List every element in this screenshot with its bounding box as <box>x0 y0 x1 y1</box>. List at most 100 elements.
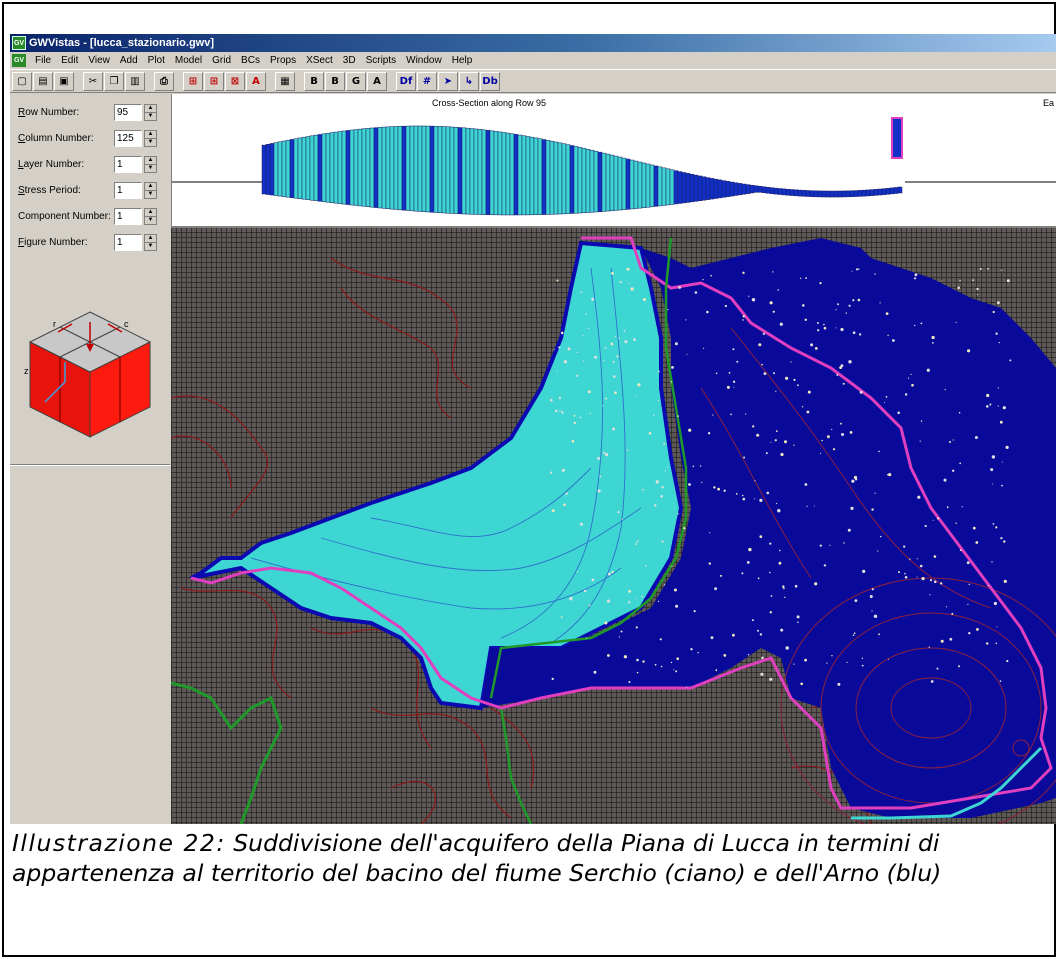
menu-scripts[interactable]: Scripts <box>365 55 397 66</box>
well-point <box>678 286 681 289</box>
grid-g-icon[interactable]: G <box>346 71 366 91</box>
well-point <box>936 667 939 670</box>
spin-down-icon[interactable]: ▼ <box>147 190 154 197</box>
bc-icon[interactable]: B <box>304 71 324 91</box>
menu-plot[interactable]: Plot <box>147 55 165 66</box>
cross-section-cell <box>353 129 359 206</box>
cross-section-cell <box>285 139 291 198</box>
cross-section-view[interactable]: Cross-Section along Row 95 Ea <box>171 94 1056 228</box>
menu-grid[interactable]: Grid <box>212 55 232 66</box>
field-value-input[interactable]: 1 <box>114 233 142 251</box>
bc-red-icon[interactable]: B <box>325 71 345 91</box>
menu-bcs[interactable]: BCs <box>241 55 260 66</box>
well-point <box>907 377 910 379</box>
well-point <box>995 332 998 335</box>
field-value-input[interactable]: 1 <box>114 155 142 173</box>
menu-window[interactable]: Window <box>406 55 442 66</box>
grid-add-icon[interactable]: ⊞ <box>204 71 224 91</box>
print-icon[interactable]: ⎙ <box>154 71 174 91</box>
spinner-control[interactable]: ▲ ▼ <box>144 155 157 173</box>
menu-edit[interactable]: Edit <box>61 55 79 66</box>
spin-up-icon[interactable]: ▲ <box>145 157 156 165</box>
well-point <box>628 601 631 604</box>
spin-up-icon[interactable]: ▲ <box>145 105 156 113</box>
cut-icon[interactable]: ✂ <box>83 71 103 91</box>
well-point <box>708 562 711 565</box>
field-value-input[interactable]: 1 <box>114 207 142 225</box>
menu-xsect[interactable]: XSect <box>306 55 333 66</box>
map-view[interactable] <box>171 228 1056 824</box>
cross-section-cell <box>877 188 883 196</box>
menu-3d[interactable]: 3D <box>342 55 356 66</box>
grid-view-icon[interactable]: ⊞ <box>183 71 203 91</box>
menu-props[interactable]: Props <box>269 55 297 66</box>
spinner-control[interactable]: ▲ ▼ <box>144 103 157 121</box>
well-point <box>648 432 652 435</box>
arrow-icon[interactable]: ➤ <box>438 71 458 91</box>
spinner-control[interactable]: ▲ ▼ <box>144 181 157 199</box>
grid-edit-icon[interactable]: ⊠ <box>225 71 245 91</box>
well-point <box>654 663 657 666</box>
spin-up-icon[interactable]: ▲ <box>145 183 156 191</box>
well-point <box>871 508 874 511</box>
spin-down-icon[interactable]: ▼ <box>147 216 154 223</box>
mesh-icon[interactable]: # <box>417 71 437 91</box>
cross-section-cell <box>873 189 879 196</box>
well-point <box>633 338 636 341</box>
well-point <box>621 518 624 520</box>
copy-icon[interactable]: ❐ <box>104 71 124 91</box>
menu-help[interactable]: Help <box>451 55 473 66</box>
document-menu-icon[interactable]: GV <box>12 54 26 67</box>
cross-section-cell <box>613 155 619 211</box>
well-point <box>713 486 716 489</box>
well-point <box>784 596 786 599</box>
attribute-icon[interactable]: A <box>367 71 387 91</box>
grid-text-icon[interactable]: A <box>246 71 266 91</box>
well-point <box>641 595 643 598</box>
cross-section-cell <box>321 133 327 202</box>
db-icon[interactable]: Db <box>480 71 500 91</box>
spin-down-icon[interactable]: ▼ <box>147 242 154 249</box>
well-point <box>558 346 561 349</box>
well-point <box>823 323 825 326</box>
well-point <box>551 677 554 681</box>
menu-file[interactable]: File <box>35 55 52 66</box>
cross-section-cell <box>689 174 695 203</box>
calculator-icon[interactable]: ▦ <box>275 71 295 91</box>
well-point <box>550 398 553 402</box>
well-point <box>992 310 995 314</box>
cross-section-cell <box>289 139 295 198</box>
define-icon[interactable]: Df <box>396 71 416 91</box>
spin-down-icon[interactable]: ▼ <box>147 164 154 171</box>
spin-up-icon[interactable]: ▲ <box>145 209 156 217</box>
menu-add[interactable]: Add <box>119 55 138 66</box>
spin-down-icon[interactable]: ▼ <box>147 112 154 119</box>
new-file-icon[interactable]: ▢ <box>12 71 32 91</box>
spin-up-icon[interactable]: ▲ <box>145 131 156 139</box>
field-value-input[interactable]: 1 <box>114 181 142 199</box>
spin-up-icon[interactable]: ▲ <box>145 235 156 243</box>
spinner-control[interactable]: ▲ ▼ <box>144 233 157 251</box>
cross-section-cell <box>537 138 543 215</box>
paste-icon[interactable]: ▥ <box>125 71 145 91</box>
menu-model[interactable]: Model <box>174 55 203 66</box>
field-value-input[interactable]: 95 <box>114 103 142 121</box>
well-point <box>879 302 881 304</box>
spinner-control[interactable]: ▲ ▼ <box>144 207 157 225</box>
menu-view[interactable]: View <box>88 55 110 66</box>
well-point <box>769 611 772 614</box>
spin-down-icon[interactable]: ▼ <box>147 138 154 145</box>
app-icon[interactable]: GV <box>12 36 26 50</box>
well-point <box>784 440 787 444</box>
well-point <box>996 301 1000 305</box>
well-point <box>732 348 735 351</box>
field-value-input[interactable]: 125 <box>114 129 142 147</box>
spinner-control[interactable]: ▲ ▼ <box>144 129 157 147</box>
well-point <box>735 493 738 495</box>
pathline-icon[interactable]: ↳ <box>459 71 479 91</box>
open-folder-icon[interactable]: ▤ <box>33 71 53 91</box>
well-point <box>949 441 951 443</box>
save-icon[interactable]: ▣ <box>54 71 74 91</box>
orientation-cube-icon[interactable]: r c z <box>20 302 160 442</box>
cross-section-cell <box>545 140 551 215</box>
